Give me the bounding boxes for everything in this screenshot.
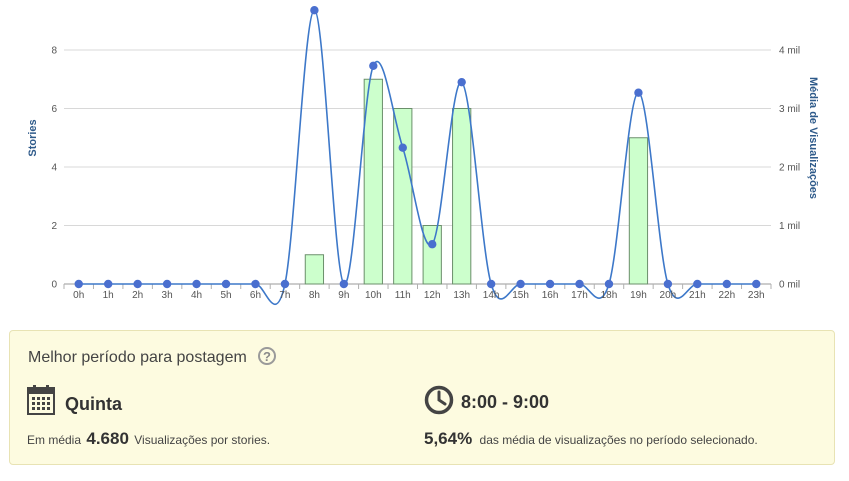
line-point: [604, 279, 614, 289]
x-axis-ticks: 0h 1h 2h 3h 4h 5h 6h 7h 8h 9h 10h 11h 12h 13h 14h 15h 16…: [73, 290, 764, 301]
y-tick-label: 0: [51, 280, 57, 291]
y2-tick-label: 0 mil: [779, 280, 800, 291]
y-tick-label: 6: [51, 104, 57, 115]
line-point: [251, 279, 260, 289]
x-tick-label: 16h: [542, 290, 559, 301]
line-point: [486, 279, 496, 289]
line-point: [752, 279, 761, 289]
x-tick-label: 18h: [601, 290, 618, 301]
average-views-text: Em média 4.680 Visualizações por stories…: [27, 429, 270, 449]
line-point: [221, 279, 231, 289]
pct-suffix: das média de visualizações no período se…: [479, 433, 758, 447]
line-point: [545, 279, 555, 289]
x-tick-label: 5h: [220, 290, 231, 301]
y2-tick-label: 3 mil: [779, 104, 800, 115]
best-time-range: 8:00 - 9:00: [461, 392, 550, 412]
avg-suffix: Visualizações por stories.: [134, 433, 271, 447]
x-tick-label: 21h: [689, 290, 706, 301]
x-tick-label: 7h: [279, 290, 290, 301]
x-tick-label: 0h: [73, 290, 84, 301]
x-tick-label: 2h: [132, 290, 143, 301]
x-tick-label: 14h: [483, 290, 500, 301]
percentage-text: 5,64% das média de visualizações no perí…: [424, 429, 758, 449]
x-tick-label: 9h: [338, 290, 349, 301]
x-tick-label: 6h: [250, 290, 261, 301]
line-point: [516, 279, 525, 289]
line-markers: [74, 6, 761, 289]
line-point: [310, 6, 319, 15]
clock-icon: [424, 385, 454, 415]
x-tick-label: 22h: [718, 290, 735, 301]
line-point: [693, 279, 702, 289]
y2-tick-label: 2 mil: [779, 163, 800, 174]
y2-tick-label: 1 mil: [779, 221, 800, 232]
line-point: [457, 77, 466, 87]
x-tick-label: 11h: [395, 290, 411, 301]
bar: [422, 225, 442, 285]
panel-title: Melhor período para postagem: [28, 349, 247, 366]
x-tick-label: 17h: [571, 290, 588, 301]
y2-tick-label: 4 mil: [779, 46, 800, 57]
x-tick-label: 12h: [424, 290, 441, 301]
avg-prefix: Em média: [27, 433, 82, 447]
y-tick-label: 8: [51, 46, 57, 57]
avg-value: 4.680: [86, 429, 129, 448]
x-tick-label: 10h: [365, 290, 382, 301]
calendar-icon: [27, 385, 55, 415]
right-axis-ticks: 0 mil 1 mil 2 mil 3 mil 4 mil: [779, 46, 800, 291]
line-point: [428, 240, 437, 249]
x-tick-label: 15h: [512, 290, 529, 301]
y-tick-label: 2: [51, 221, 57, 232]
line-point: [103, 279, 113, 289]
line-point: [722, 279, 732, 289]
left-axis-title: Stories: [27, 119, 39, 156]
y-tick-label: 4: [51, 163, 57, 174]
chart-grid: [63, 49, 772, 289]
help-icon[interactable]: ?: [258, 347, 276, 365]
line-point: [74, 279, 83, 289]
left-axis-ticks: 0 2 4 6 8: [51, 46, 57, 291]
bar: [363, 78, 383, 285]
right-axis-title: Média de Visualizações: [807, 77, 819, 199]
line-point: [133, 279, 142, 289]
line-point: [575, 279, 584, 289]
line-point: [634, 88, 643, 97]
line-point: [663, 279, 673, 289]
bar-series: [304, 78, 649, 285]
stories-chart: 0h 1h 2h 3h 4h 5h 6h 7h 8h 9h 10h 11h 12h 13h 14h 15h 16…: [27, 6, 819, 305]
views-line: [78, 9, 757, 305]
best-day: Quinta: [65, 394, 122, 414]
bar: [452, 108, 472, 285]
pct-value: 5,64%: [424, 429, 473, 448]
line-point: [162, 279, 172, 289]
line-point: [339, 279, 349, 289]
x-tick-label: 19h: [630, 290, 647, 301]
bar: [628, 137, 649, 285]
bar: [304, 254, 325, 285]
line-point: [280, 279, 290, 289]
x-tick-label: 1h: [103, 290, 114, 301]
line-point: [192, 279, 201, 289]
line-point: [369, 61, 378, 70]
x-tick-label: 20h: [660, 290, 677, 301]
x-tick-label: 13h: [453, 290, 470, 301]
x-tick-label: 23h: [748, 290, 765, 301]
x-tick-label: 3h: [162, 290, 173, 301]
best-period-panel: Melhor período para postagem ? Quinta Em…: [9, 330, 835, 465]
bar: [393, 108, 413, 285]
x-tick-label: 4h: [191, 290, 202, 301]
x-tick-label: 8h: [309, 290, 320, 301]
line-point: [398, 143, 407, 152]
